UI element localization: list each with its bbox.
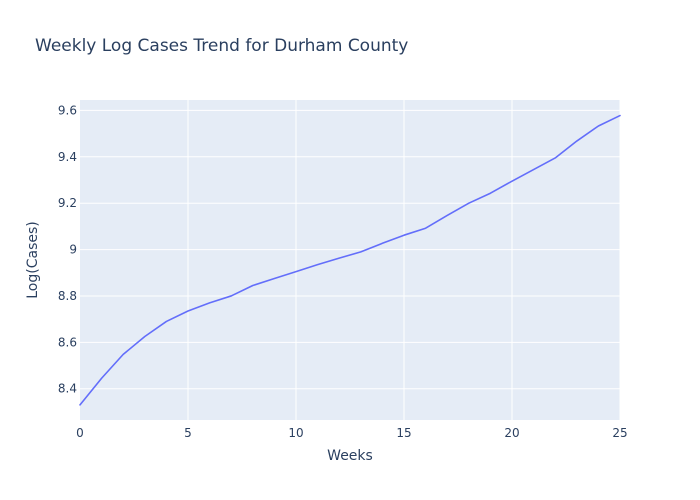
y-tick-label: 8.8 [58, 289, 77, 303]
x-tick-label: 10 [288, 426, 303, 440]
x-tick-label: 25 [612, 426, 627, 440]
x-tick-label: 0 [76, 426, 84, 440]
x-axis-title: Weeks [327, 448, 373, 464]
y-tick-label: 9 [69, 243, 77, 257]
series-layer [79, 114, 621, 406]
x-axis-ticks: 0 5 10 15 20 25 [76, 426, 627, 440]
chart-title: Weekly Log Cases Trend for Durham County [35, 36, 408, 56]
gridlines [80, 100, 621, 420]
x-tick-label: 20 [504, 426, 519, 440]
y-tick-label: 9.4 [58, 150, 77, 164]
y-tick-label: 9.2 [58, 196, 77, 210]
x-tick-label: 5 [184, 426, 192, 440]
series-line [79, 114, 621, 406]
y-axis-title: Log(Cases) [25, 221, 41, 299]
x-tick-label: 15 [396, 426, 411, 440]
y-tick-label: 8.4 [58, 382, 77, 396]
y-tick-label: 8.6 [58, 335, 77, 349]
plot-background [80, 100, 620, 420]
y-tick-label: 9.6 [58, 103, 77, 117]
y-axis-ticks: 8.4 8.6 8.8 9 9.2 9.4 9.6 [58, 103, 77, 395]
